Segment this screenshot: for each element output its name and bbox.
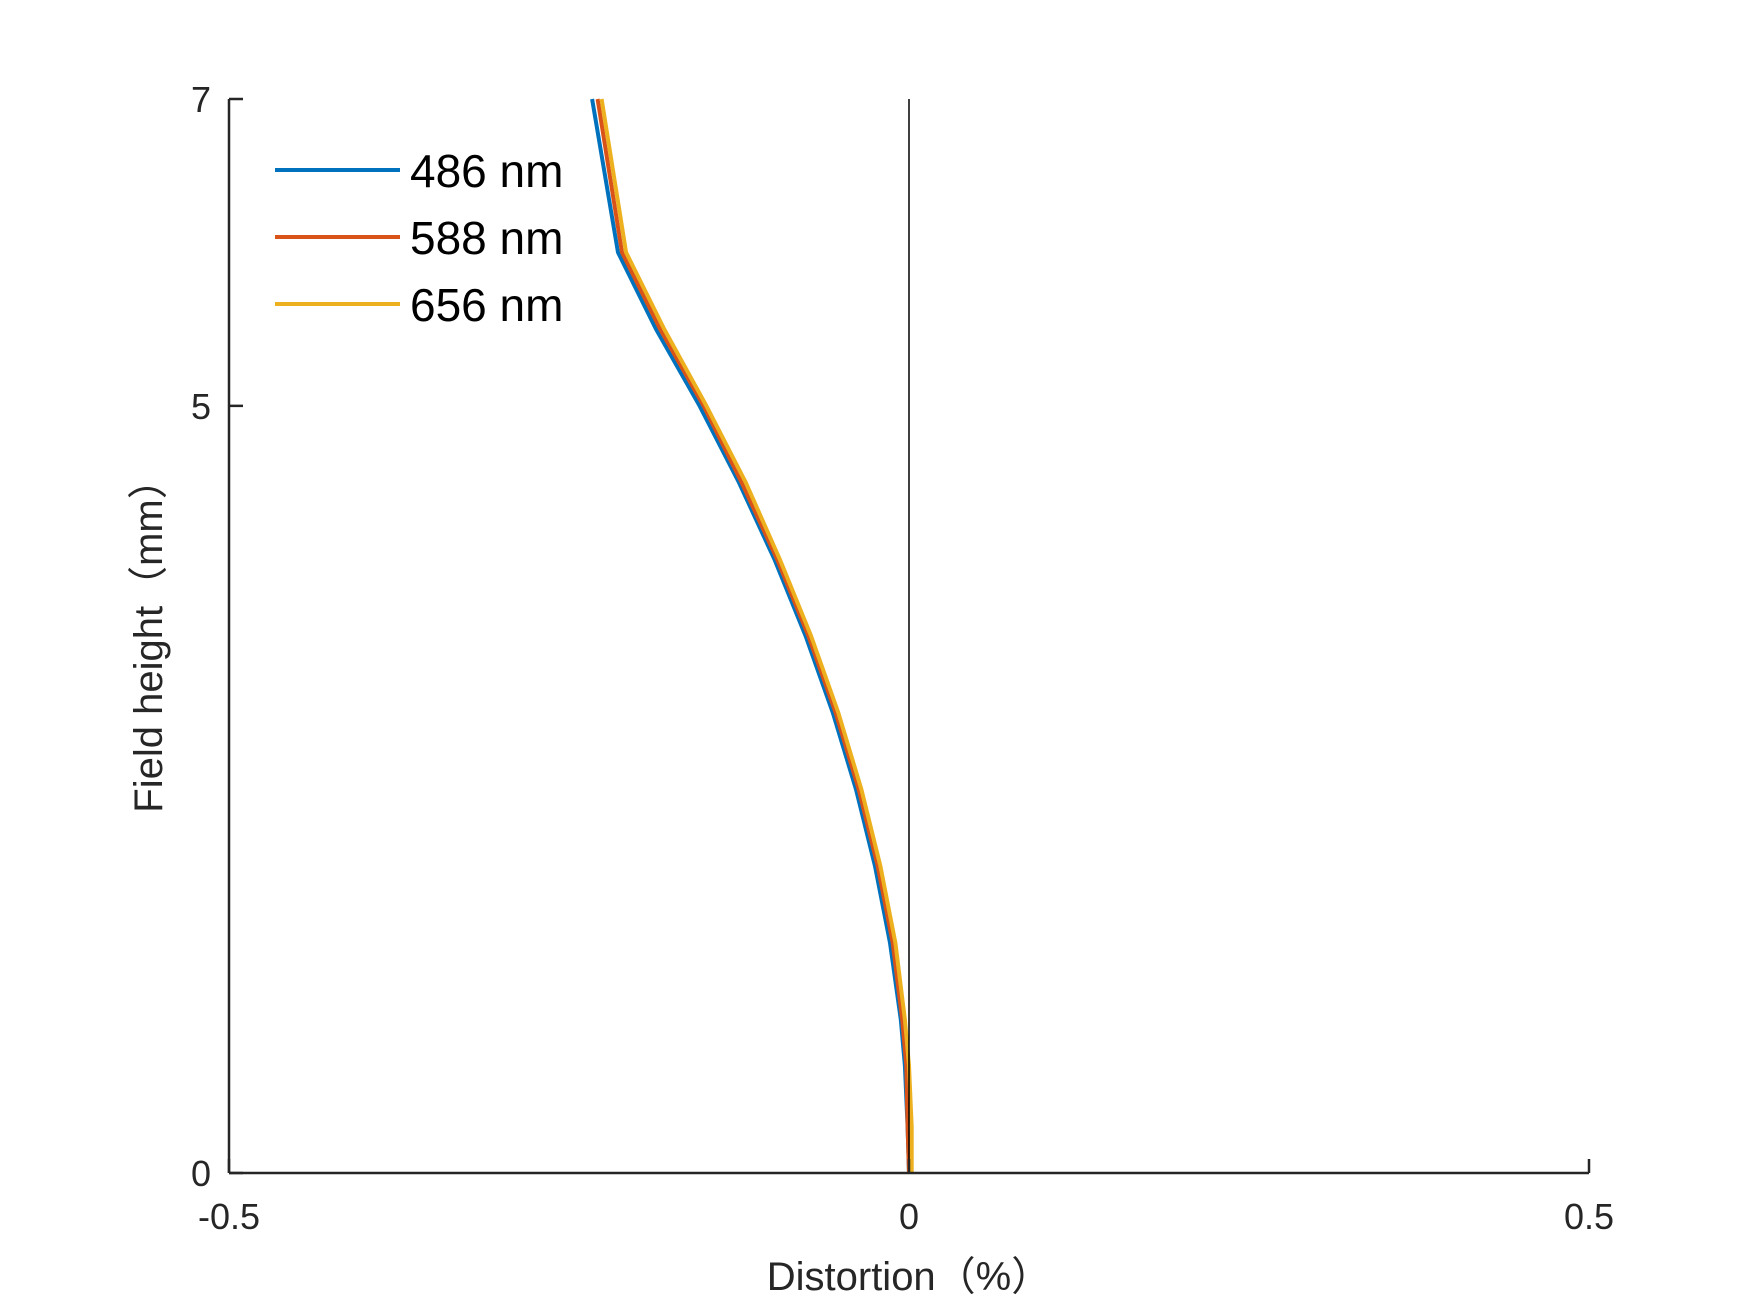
x-tick-label: 0 xyxy=(899,1196,919,1237)
x-axis-title: Distortion（%） xyxy=(767,1255,1052,1299)
y-axis-title: Field height（mm） xyxy=(127,459,171,812)
x-tick-label: -0.5 xyxy=(198,1196,260,1237)
legend-label-1: 588 nm xyxy=(410,212,563,264)
y-tick-label: 5 xyxy=(191,386,211,427)
x-tick-label: 0.5 xyxy=(1564,1196,1614,1237)
legend: 486 nm 588 nm 656 nm xyxy=(275,145,563,331)
legend-label-0: 486 nm xyxy=(410,145,563,197)
y-tick-label: 0 xyxy=(191,1153,211,1194)
series-line-1 xyxy=(595,98,911,1174)
series-line-2 xyxy=(599,98,914,1173)
series-layer xyxy=(590,98,914,1174)
axes-layer xyxy=(227,97,1591,1175)
legend-label-2: 656 nm xyxy=(410,279,563,331)
y-tick-label: 7 xyxy=(191,79,211,120)
